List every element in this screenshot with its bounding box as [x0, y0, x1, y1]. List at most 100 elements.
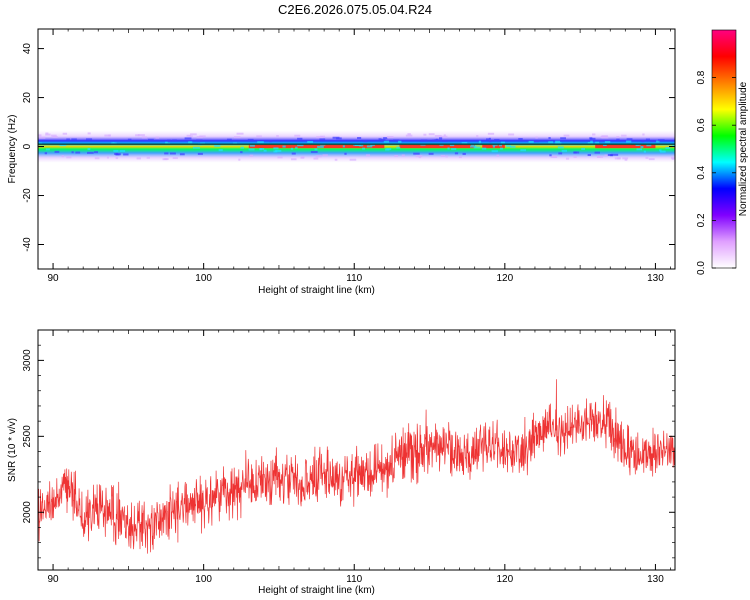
spectral-texture [236, 132, 244, 135]
spectral-texture [636, 148, 643, 151]
spectral-texture [172, 139, 177, 142]
spectral-texture [247, 138, 254, 141]
spectral-texture [148, 138, 154, 141]
spectral-texture [342, 145, 345, 148]
spectral-texture [190, 133, 197, 136]
spectral-texture [487, 132, 495, 135]
spectral-texture [476, 135, 479, 138]
spectral-texture [240, 146, 245, 149]
colorbar-scale [711, 29, 737, 269]
spectral-texture [657, 139, 665, 142]
spectral-texture [61, 155, 64, 158]
spectrogram-y-tick-label: 20 [22, 92, 33, 104]
spectral-texture [87, 151, 94, 154]
snr-y-label: SNR (10 * v/v) [7, 418, 18, 482]
spectral-texture [622, 157, 629, 160]
spectral-texture [434, 135, 442, 138]
spectral-texture [498, 144, 503, 147]
spectral-texture [478, 140, 482, 143]
spectral-texture [420, 143, 426, 146]
spectral-texture [141, 136, 148, 139]
spectral-texture [471, 143, 475, 146]
snr-x-tick-label: 110 [346, 574, 362, 585]
spectral-texture [626, 138, 633, 141]
spectral-texture [295, 146, 298, 149]
spectral-texture [71, 138, 77, 141]
spectral-texture [494, 138, 500, 141]
spectral-texture [431, 139, 435, 142]
spectral-texture [573, 151, 580, 154]
spectral-texture [671, 157, 675, 160]
spectral-texture [396, 146, 401, 149]
spectral-texture [560, 137, 566, 140]
spectral-texture [393, 139, 400, 142]
spectral-texture [473, 146, 481, 149]
spectral-texture [249, 144, 255, 147]
spectral-texture [114, 152, 118, 155]
spectral-texture [273, 147, 279, 150]
spectral-texture [650, 139, 656, 142]
spectral-texture [263, 149, 267, 152]
spectral-texture [604, 141, 611, 144]
spectral-texture [587, 154, 591, 157]
colorbar-label: Normalized spectral amplitude [738, 81, 749, 216]
spectral-peak-segment [595, 144, 656, 149]
snr-series-line [37, 379, 676, 554]
spectral-texture [218, 149, 223, 152]
spectral-texture [435, 138, 438, 141]
spectral-texture [110, 142, 117, 145]
spectral-texture [418, 156, 421, 159]
spectral-texture [589, 137, 593, 140]
spectrogram-y-tick-label: 40 [22, 43, 33, 55]
spectral-texture [310, 150, 318, 153]
spectral-texture [491, 150, 498, 153]
snr-x-tick-label: 90 [47, 574, 59, 585]
spectral-texture [44, 152, 48, 155]
spectral-texture [349, 158, 357, 161]
spectral-texture [322, 154, 328, 157]
spectral-texture [62, 132, 68, 135]
spectral-texture [240, 151, 243, 154]
spectral-texture [535, 136, 538, 139]
spectral-texture [172, 157, 178, 160]
spectrogram-x-tick-label: 100 [195, 273, 212, 284]
spectral-texture [394, 155, 398, 158]
spectral-texture [52, 135, 58, 138]
spectral-texture [196, 139, 203, 142]
spectral-texture [363, 140, 368, 143]
spectral-texture [188, 141, 193, 144]
spectral-texture [557, 146, 564, 149]
spectral-texture [518, 138, 523, 141]
snr-x-ticks: 90 100 110 120 130 [37, 330, 671, 585]
spectral-texture [226, 138, 232, 141]
spectral-texture [104, 134, 111, 137]
spectral-texture [45, 132, 49, 135]
spectral-texture [386, 148, 392, 151]
spectral-texture [407, 133, 411, 136]
spectral-texture [428, 133, 435, 136]
spectral-texture [127, 138, 132, 141]
spectral-texture [616, 136, 620, 139]
spectral-texture [510, 145, 516, 148]
spectral-texture [488, 140, 492, 143]
spectral-texture [496, 154, 500, 157]
spectral-texture [200, 142, 205, 145]
spectral-texture [550, 156, 558, 159]
spectral-texture [66, 156, 72, 159]
spectral-texture [249, 154, 254, 157]
colorbar: 0.0 0.2 0.4 0.6 0.8 Normalized spectral ampl… [696, 29, 749, 275]
spectrogram-x-ticks: 90 100 110 120 130 [37, 29, 671, 284]
colorbar-tick-label: 0.8 [696, 70, 707, 84]
spectral-texture [420, 139, 428, 142]
colorbar-tick-label: 0.4 [696, 165, 707, 179]
spectral-texture [659, 150, 666, 153]
spectral-texture [248, 148, 255, 151]
spectral-texture [642, 133, 645, 136]
spectral-texture [115, 157, 119, 160]
spectral-texture [423, 133, 427, 136]
spectral-texture [146, 156, 150, 159]
spectral-texture [87, 148, 91, 151]
spectrogram-x-tick-label: 110 [346, 273, 362, 284]
spectral-texture [500, 141, 505, 144]
colorbar-tick-label: 0.0 [696, 261, 707, 275]
